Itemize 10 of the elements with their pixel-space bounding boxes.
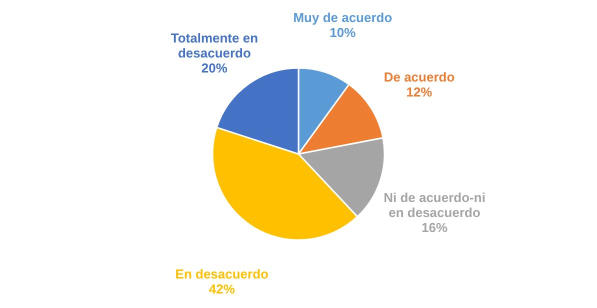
data-label: 20% xyxy=(201,60,228,76)
slice-label: Muy de acuerdo xyxy=(293,10,392,25)
data-label: 42% xyxy=(208,282,236,297)
data-label: 10% xyxy=(330,25,356,40)
slice-label: De acuerdo xyxy=(384,69,455,84)
slice-label: Totalmente en desacuerdo xyxy=(170,30,258,60)
slice-label: En desacuerdo xyxy=(175,266,269,282)
data-label: 16% xyxy=(421,220,448,236)
data-label: 12% xyxy=(406,84,433,100)
slice-label: Ni de acuerdo-ni en desacuerdo xyxy=(384,190,486,220)
